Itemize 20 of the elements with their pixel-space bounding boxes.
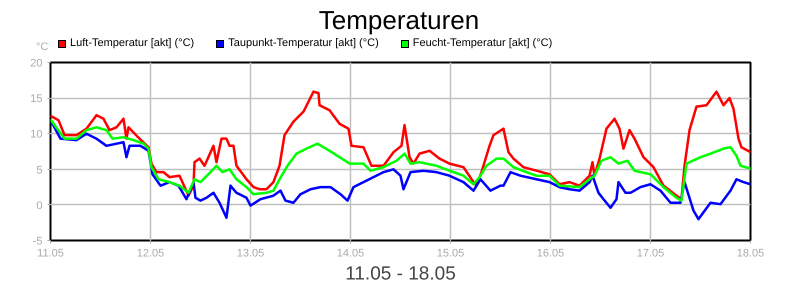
x-tick-label: 14.05: [336, 248, 364, 260]
y-tick-label: 15: [30, 93, 43, 106]
y-tick-label: 20: [30, 58, 43, 70]
legend-label: Taupunkt-Temperatur [akt] (°C): [227, 36, 379, 51]
y-axis-title: °C: [36, 40, 48, 55]
y-tick-label: 5: [36, 164, 43, 176]
chart-title: Temperaturen: [318, 5, 480, 35]
legend-label: Feucht-Temperatur [akt] (°C): [412, 36, 552, 51]
y-tick-label: -5: [32, 236, 42, 248]
legend-label: Luft-Temperatur [akt] (°C): [69, 36, 194, 51]
x-tick-label: 15.05: [436, 248, 464, 260]
x-tick-label: 18.05: [736, 248, 764, 260]
x-tick-label: 16.05: [536, 248, 564, 260]
y-tick-label: 10: [30, 128, 43, 141]
x-tick-label: 12.05: [136, 248, 164, 260]
x-tick-label: 11.05: [37, 248, 64, 260]
x-tick-label: 17.05: [636, 248, 664, 260]
y-tick-label: 0: [36, 200, 43, 212]
x-tick-label: 13.05: [236, 248, 264, 260]
x-axis-title: 11.05 - 18.05: [345, 264, 456, 284]
